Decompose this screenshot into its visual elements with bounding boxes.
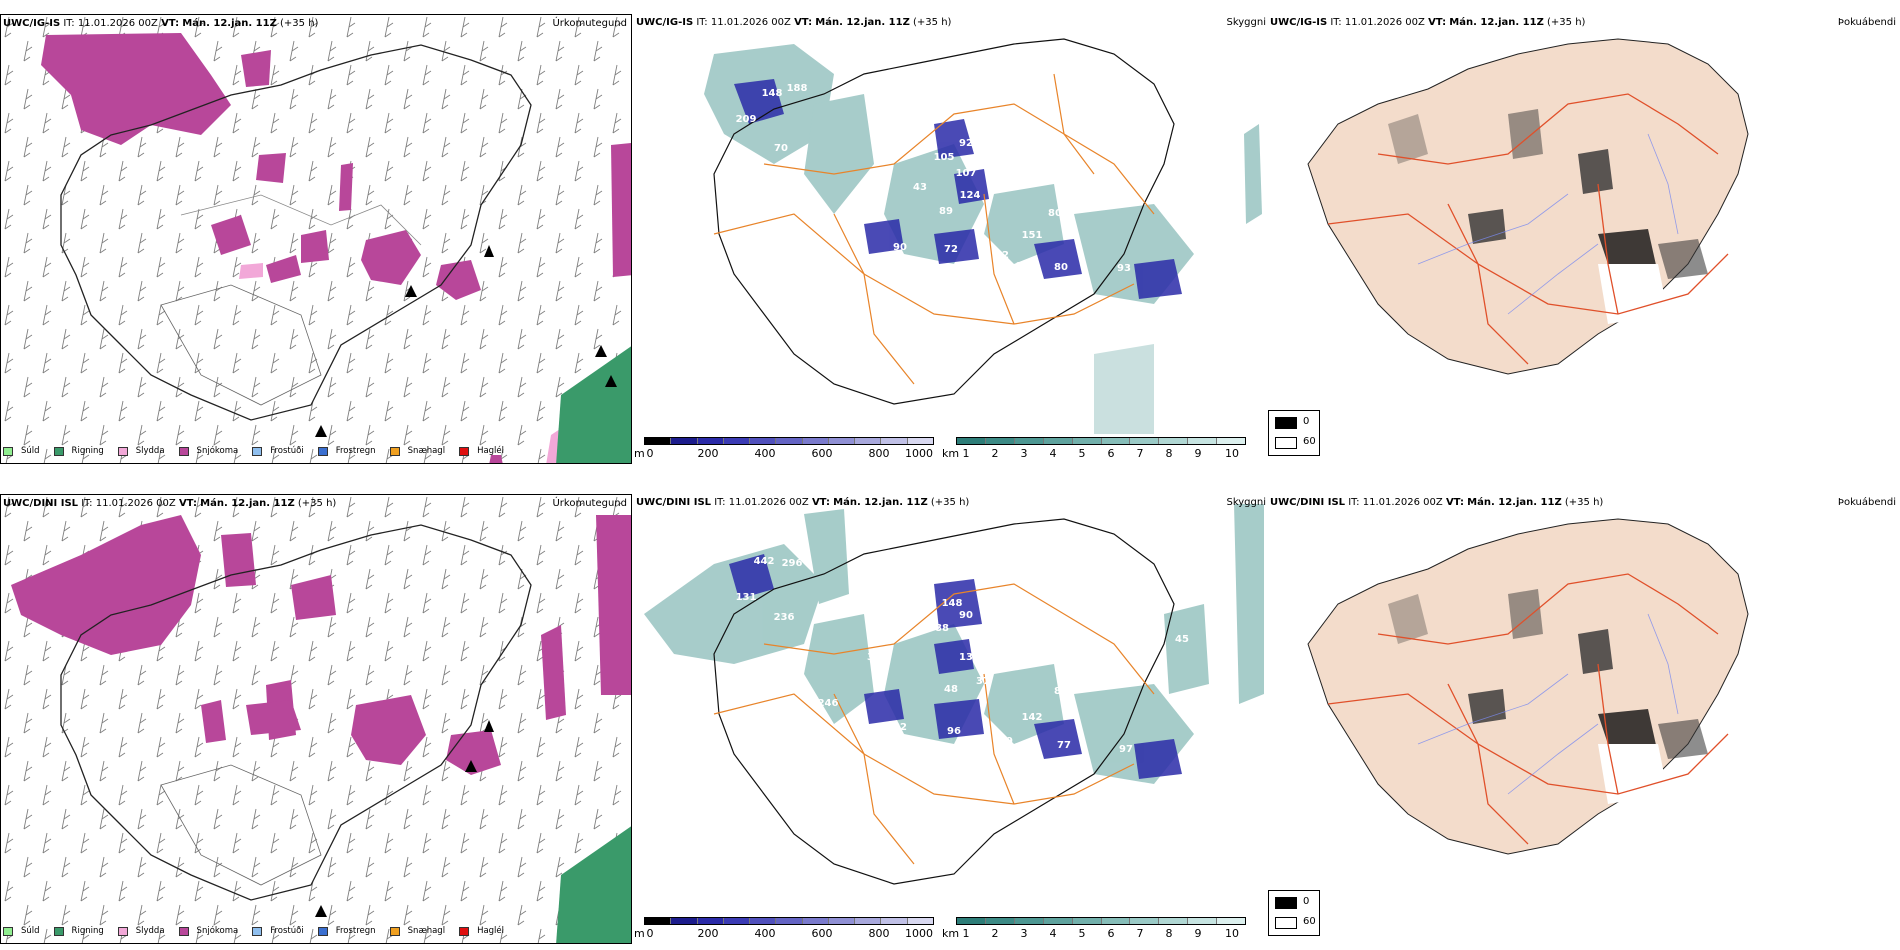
svg-text:31: 31 <box>867 652 881 663</box>
fog-panel-row1: UWC/IG-IS IT: 11.01.2026 00Z VT: Mán. 12… <box>1268 14 1900 464</box>
fog-title-row2: Þokuábendi <box>1837 497 1896 508</box>
svg-text:37: 37 <box>976 676 990 687</box>
svg-text:131: 131 <box>736 592 757 603</box>
cloud-header-row2: UWC/DINI ISL IT: 11.01.2026 00Z VT: Mán.… <box>636 497 970 508</box>
svg-text:72: 72 <box>944 244 958 255</box>
ptype-legend-row1: Súld Rigning Slydda Snjókoma Frostúði Fr… <box>3 443 518 459</box>
cloud-header-row1: UWC/IG-IS IT: 11.01.2026 00Z VT: Mán. 12… <box>636 17 952 28</box>
cloud-map-row1: 148 188 209 70 105 92 43 107 124 89 98 9… <box>704 38 1262 434</box>
visibility-scale-bar <box>956 437 1246 445</box>
svg-text:82: 82 <box>1054 686 1068 697</box>
svg-text:14: 14 <box>927 270 941 281</box>
svg-text:70: 70 <box>774 143 788 154</box>
cloud-base-scale-bar <box>644 437 934 445</box>
svg-text:80: 80 <box>1054 262 1068 273</box>
svg-text:442: 442 <box>754 556 775 567</box>
legend-item-freezing-rain: Frostregn <box>317 446 376 456</box>
svg-text:93: 93 <box>1117 263 1131 274</box>
fog-header-row1: UWC/IG-IS IT: 11.01.2026 00Z VT: Mán. 12… <box>1270 17 1586 28</box>
visibility-scale-bar <box>956 917 1246 925</box>
legend-item-snow-pellets: Snæhagl <box>389 446 445 456</box>
svg-text:13: 13 <box>959 652 973 663</box>
svg-text:148: 148 <box>942 598 963 609</box>
svg-text:12: 12 <box>843 752 857 763</box>
fog-header-row2: UWC/DINI ISL IT: 11.01.2026 00Z VT: Mán.… <box>1270 497 1604 508</box>
ptype-panel-row1: UWC/IG-IS IT: 11.01.2026 00Z VT: Mán. 12… <box>0 14 632 464</box>
visibility-colorbar-row1: km 1 2 3 4 5 6 7 8 9 10 <box>942 437 1252 464</box>
fog-legend-row1: 0 60 <box>1268 410 1320 456</box>
fog-map-row1 <box>1307 38 1749 375</box>
svg-text:107: 107 <box>956 168 977 179</box>
ptype-header-row2: UWC/DINI ISL IT: 11.01.2026 00Z VT: Mán.… <box>3 498 337 509</box>
legend-item-sleet: Slydda <box>117 926 165 936</box>
svg-text:88: 88 <box>935 623 949 634</box>
fog-legend-row2: 0 60 <box>1268 890 1320 936</box>
ptype-header-row1: UWC/IG-IS IT: 11.01.2026 00Z VT: Mán. 12… <box>3 18 319 29</box>
svg-text:48: 48 <box>944 684 958 695</box>
svg-text:188: 188 <box>787 83 808 94</box>
svg-text:89: 89 <box>939 206 953 217</box>
ptype-title-row1: Úrkomutegund <box>552 18 627 29</box>
legend-item-hail: Haglél <box>459 446 504 456</box>
legend-item-snow: Snjókoma <box>178 926 238 936</box>
svg-text:02: 02 <box>995 250 1009 261</box>
legend-item-freezing-drizzle: Frostúði <box>252 446 304 456</box>
ptype-map-row1 <box>1 15 631 463</box>
ptype-title-row2: Úrkomutegund <box>552 498 627 509</box>
cloud-base-colorbar-row2: m 0 200 400 600 800 1000 <box>634 917 936 944</box>
svg-text:90: 90 <box>893 242 907 253</box>
fog-panel-row2: UWC/DINI ISL IT: 11.01.2026 00Z VT: Mán.… <box>1268 494 1900 944</box>
svg-text:43: 43 <box>913 182 927 193</box>
svg-text:97: 97 <box>1119 744 1133 755</box>
svg-text:20: 20 <box>1049 646 1063 657</box>
legend-item-freezing-rain: Frostregn <box>317 926 376 936</box>
svg-text:105: 105 <box>934 152 955 163</box>
svg-text:82: 82 <box>893 722 907 733</box>
cloud-panel-row1: 148 188 209 70 105 92 43 107 124 89 98 9… <box>634 14 1266 464</box>
legend-item-hail: Haglél <box>459 926 504 936</box>
cloud-base-scale-bar <box>644 917 934 925</box>
svg-text:246: 246 <box>818 698 839 709</box>
svg-text:151: 151 <box>1022 230 1043 241</box>
cloud-panel-row2: 442 296 131 236 254 148 90 88 31 13 48 3… <box>634 494 1266 944</box>
svg-text:77: 77 <box>1057 740 1071 751</box>
svg-text:65: 65 <box>875 262 889 273</box>
cloud-title-row1: Skyggni <box>1226 17 1266 28</box>
legend-item-drizzle: Súld <box>3 446 40 456</box>
svg-text:75: 75 <box>877 742 891 753</box>
svg-text:92: 92 <box>959 138 973 149</box>
legend-item-drizzle: Súld <box>3 926 40 936</box>
svg-text:96: 96 <box>947 726 961 737</box>
svg-text:98: 98 <box>821 221 835 232</box>
svg-text:209: 209 <box>736 114 757 125</box>
legend-item-rain: Rigning <box>53 446 104 456</box>
svg-text:236: 236 <box>774 612 795 623</box>
legend-item-sleet: Slydda <box>117 446 165 456</box>
svg-text:148: 148 <box>762 88 783 99</box>
legend-item-rain: Rigning <box>53 926 104 936</box>
svg-text:90: 90 <box>959 610 973 621</box>
svg-text:124: 124 <box>960 190 981 201</box>
svg-text:112: 112 <box>1016 261 1037 272</box>
svg-text:39: 39 <box>999 736 1013 747</box>
svg-text:296: 296 <box>782 558 803 569</box>
cloud-title-row2: Skyggni <box>1226 497 1266 508</box>
ptype-map-row2 <box>1 495 631 943</box>
svg-text:45: 45 <box>1175 634 1189 645</box>
cloud-base-colorbar-row1: m 0 200 400 600 800 1000 <box>634 437 936 464</box>
legend-item-snow-pellets: Snæhagl <box>389 926 445 936</box>
svg-text:254: 254 <box>889 614 910 625</box>
ptype-panel-row2: UWC/DINI ISL IT: 11.01.2026 00Z VT: Mán.… <box>0 494 632 944</box>
cloud-map-row2: 442 296 131 236 254 148 90 88 31 13 48 3… <box>644 504 1264 885</box>
ptype-legend-row2: Súld Rigning Slydda Snjókoma Frostúði Fr… <box>3 923 518 939</box>
svg-text:13: 13 <box>843 272 857 283</box>
legend-item-freezing-drizzle: Frostúði <box>252 926 304 936</box>
visibility-colorbar-row2: km 1 2 3 4 5 6 7 8 9 10 <box>942 917 1252 944</box>
svg-text:80: 80 <box>1048 208 1062 219</box>
fog-map-row2 <box>1307 518 1749 855</box>
svg-text:132: 132 <box>1014 744 1035 755</box>
legend-item-snow: Snjókoma <box>178 446 238 456</box>
svg-text:142: 142 <box>1022 712 1043 723</box>
fog-title-row1: Þokuábendi <box>1837 17 1896 28</box>
